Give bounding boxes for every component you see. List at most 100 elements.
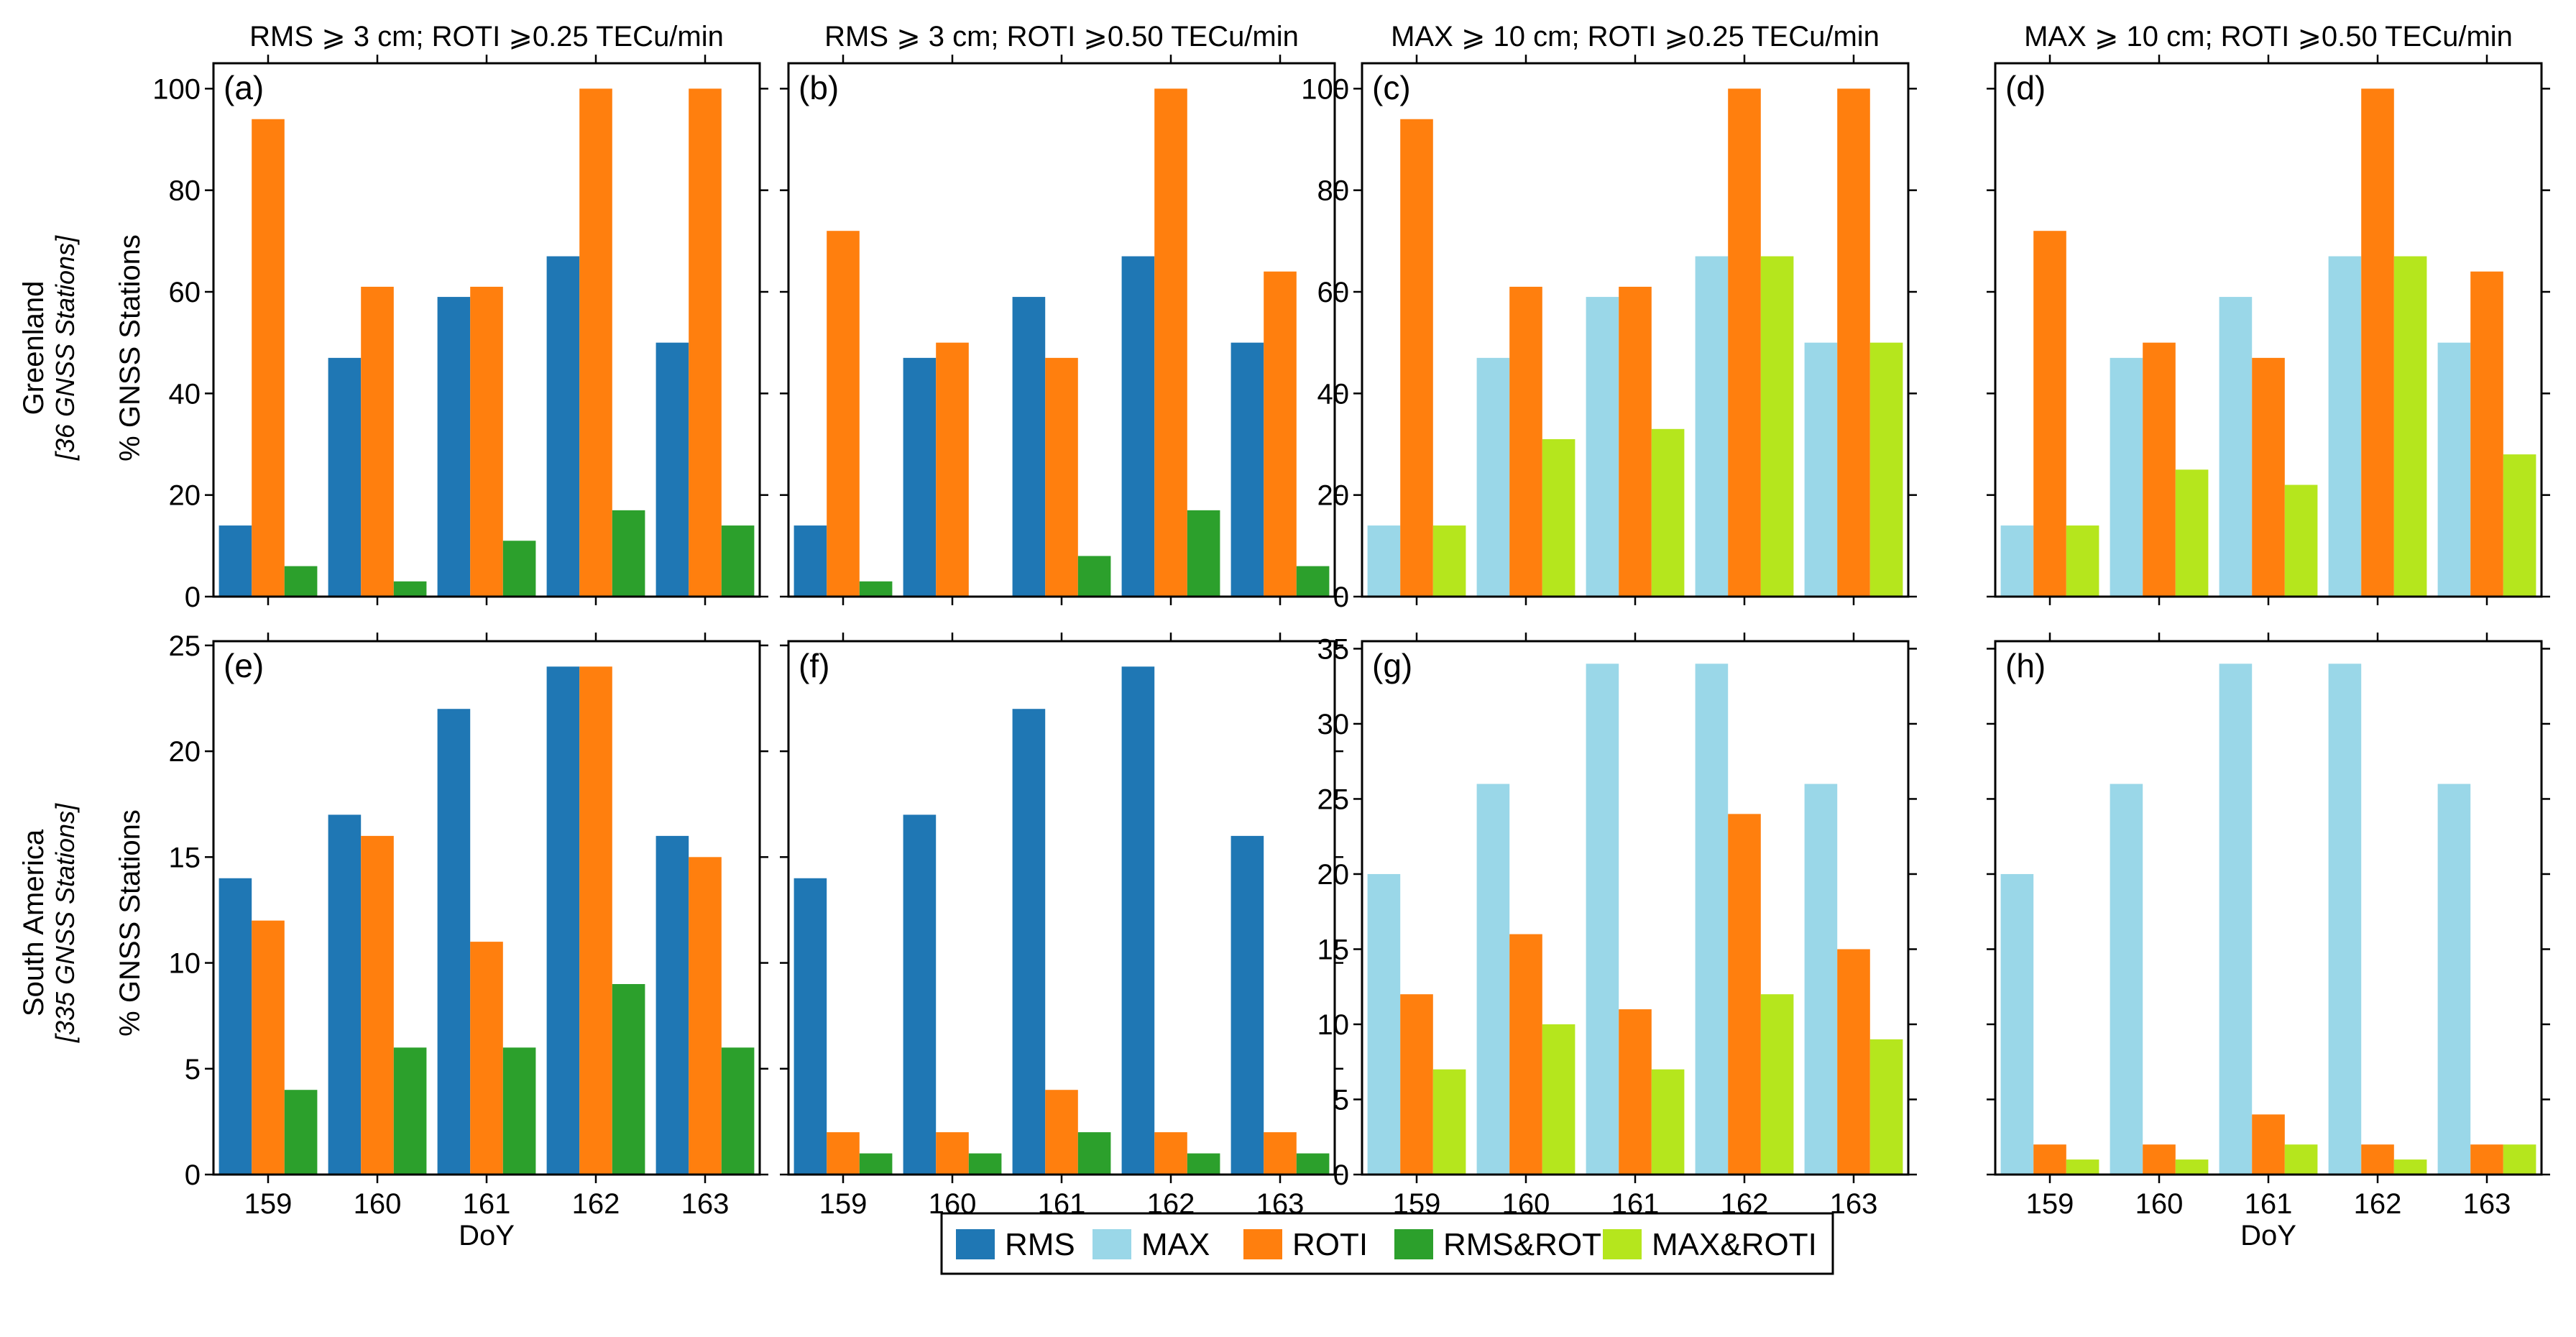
row-label-region: Greenland — [18, 281, 50, 415]
bar-rms-and-roti-162 — [1187, 1153, 1220, 1175]
bar-rms-and-roti-163 — [721, 525, 755, 597]
bar-max-and-roti-161 — [1651, 1069, 1685, 1175]
panel-label: (b) — [799, 69, 839, 106]
bar-max-162 — [1695, 663, 1729, 1175]
panel-g: 05101520253035159160161162163DoY(g) — [1317, 633, 1917, 1251]
bar-rms-162 — [1121, 256, 1155, 597]
bar-max-and-roti-160 — [1542, 1024, 1576, 1175]
bar-rms-and-roti-159 — [284, 566, 318, 597]
bar-roti-161 — [1045, 357, 1078, 597]
bar-rms-159 — [794, 525, 827, 597]
bar-max-163 — [2437, 342, 2471, 597]
bar-rms-and-roti-162 — [612, 984, 645, 1175]
bar-max-and-roti-162 — [1760, 256, 1794, 597]
plot-frame — [787, 62, 1336, 598]
bar-roti-162 — [1154, 1132, 1187, 1175]
bar-rms-162 — [546, 256, 580, 597]
x-tick-label: 160 — [354, 1188, 402, 1220]
row-label-south-america: South America [335 GNSS Stations] % GNSS… — [18, 803, 146, 1043]
legend-label: RMS — [1005, 1227, 1075, 1262]
bar-roti-159 — [252, 920, 285, 1175]
bar-rms-159 — [794, 878, 827, 1175]
y-tick-label: 0 — [1333, 582, 1349, 613]
bar-max-and-roti-163 — [1869, 342, 1903, 597]
bar-rms-159 — [218, 525, 252, 597]
bar-rms-and-roti-161 — [1077, 556, 1111, 597]
bar-rms-and-roti-161 — [1077, 1132, 1111, 1175]
bar-roti-160 — [1509, 286, 1542, 597]
bar-roti-159 — [827, 231, 860, 597]
bar-roti-162 — [2361, 88, 2394, 597]
bar-rms-and-roti-159 — [284, 1090, 318, 1175]
bar-roti-160 — [2143, 342, 2176, 597]
bar-rms-160 — [903, 814, 937, 1175]
bar-roti-161 — [1619, 286, 1652, 597]
legend: RMS MAX ROTI RMS&ROTI MAX&ROTI — [940, 1212, 1834, 1275]
bar-rms-163 — [1230, 342, 1264, 597]
bar-rms-162 — [546, 666, 580, 1175]
x-tick-label: 163 — [681, 1188, 730, 1220]
bar-roti-159 — [1400, 994, 1433, 1175]
bar-rms-163 — [656, 835, 689, 1175]
x-tick-label: 162 — [2354, 1188, 2402, 1220]
y-tick-label: 60 — [169, 277, 201, 308]
plot-frame — [212, 62, 761, 598]
plot-frame — [212, 640, 761, 1176]
bar-rms-and-roti-159 — [859, 1153, 893, 1175]
x-tick-label: 163 — [2463, 1188, 2511, 1220]
bar-rms-161 — [437, 297, 471, 597]
bar-rms-161 — [437, 709, 471, 1175]
bar-max-and-roti-159 — [1432, 525, 1466, 597]
x-tick-label: 159 — [819, 1188, 868, 1220]
bar-max-and-roti-159 — [2066, 525, 2099, 597]
y-tick-label: 35 — [1317, 633, 1350, 665]
bar-roti-161 — [2252, 1114, 2285, 1175]
panel-label: (c) — [1372, 69, 1411, 106]
plot-frame — [1994, 640, 2543, 1176]
bar-roti-163 — [689, 857, 722, 1175]
bar-max-162 — [2328, 256, 2362, 597]
y-tick-label: 20 — [1317, 480, 1350, 512]
bar-max-163 — [2437, 784, 2471, 1175]
legend-label: MAX — [1141, 1227, 1210, 1262]
y-tick-label: 0 — [185, 582, 201, 613]
bar-roti-162 — [1728, 88, 1761, 597]
bar-max-and-roti-160 — [2175, 469, 2209, 597]
bar-rms-and-roti-161 — [502, 1047, 536, 1175]
legend-item-max-and-roti: MAX&ROTI — [1603, 1227, 1817, 1262]
bar-roti-163 — [2470, 271, 2503, 597]
y-tick-label: 80 — [169, 175, 201, 207]
bar-roti-160 — [2143, 1144, 2176, 1175]
x-tick-label: 160 — [2135, 1188, 2184, 1220]
bar-rms-and-roti-160 — [393, 1047, 427, 1175]
legend-label: ROTI — [1292, 1227, 1368, 1262]
bar-roti-162 — [1154, 88, 1187, 597]
y-tick-label: 5 — [185, 1054, 201, 1085]
row-label-greenland: Greenland [36 GNSS Stations] % GNSS Stat… — [18, 234, 146, 461]
bar-roti-163 — [2470, 1144, 2503, 1175]
bar-rms-159 — [218, 878, 252, 1175]
x-axis-label: DoY — [2240, 1220, 2296, 1251]
legend-item-roti: ROTI — [1243, 1227, 1368, 1262]
bar-max-159 — [1367, 873, 1401, 1175]
bar-rms-160 — [903, 357, 937, 597]
y-tick-label: 80 — [1317, 175, 1350, 207]
bar-roti-160 — [936, 1132, 969, 1175]
bar-max-159 — [2000, 873, 2034, 1175]
bar-max-and-roti-162 — [1760, 994, 1794, 1175]
panel-label: (d) — [2005, 69, 2046, 106]
bar-rms-and-roti-162 — [612, 510, 645, 597]
panel-title: RMS ⩾ 3 cm; ROTI ⩾0.25 TECu/min — [249, 21, 724, 52]
plot-frame — [787, 640, 1336, 1176]
legend-item-rms-and-roti: RMS&ROTI — [1394, 1227, 1610, 1262]
bar-max-159 — [2000, 525, 2034, 597]
bar-rms-and-roti-163 — [1296, 1153, 1330, 1175]
bar-roti-162 — [579, 88, 612, 597]
legend-label: MAX&ROTI — [1652, 1227, 1817, 1262]
y-tick-label: 60 — [1317, 277, 1350, 308]
bar-rms-and-roti-160 — [968, 1153, 1002, 1175]
y-tick-label: 40 — [1317, 378, 1350, 410]
bar-roti-163 — [1837, 949, 1870, 1175]
